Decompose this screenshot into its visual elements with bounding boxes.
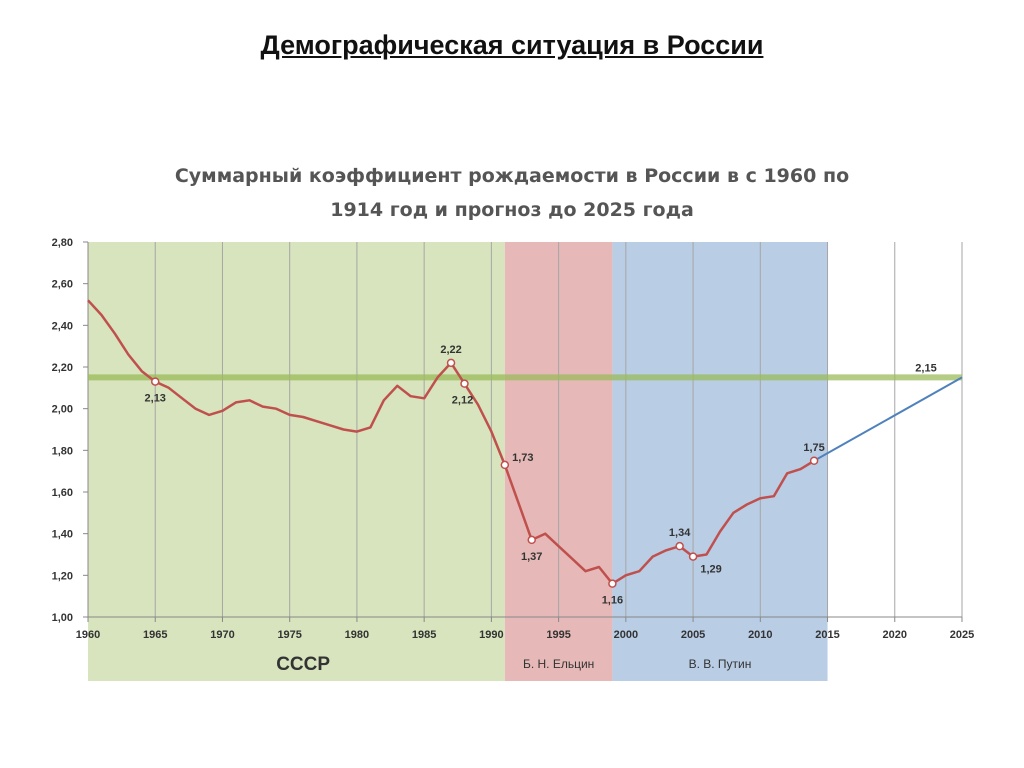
point-marker-6 — [675, 541, 684, 551]
x-tick-label-1: 1965 — [143, 629, 167, 641]
data-label-1: 2,22 — [440, 344, 461, 356]
data-label-3: 1,73 — [512, 452, 533, 464]
x-tick-label-8: 2000 — [614, 629, 638, 641]
point-marker-2 — [460, 379, 469, 388]
slide-title: Демографическая ситуация в России — [260, 30, 764, 60]
chart-title: Суммарный коэффициент рождаемости в Росс… — [175, 165, 849, 221]
data-label-0: 2,13 — [145, 393, 166, 405]
data-label-8: 1,75 — [803, 442, 824, 454]
y-tick-label-7: 2,40 — [52, 320, 73, 332]
point-marker-1 — [446, 358, 456, 368]
data-label-5: 1,16 — [602, 595, 623, 607]
data-label-4: 1,37 — [521, 551, 542, 563]
point-marker-5 — [608, 579, 617, 588]
y-tick-label-2: 1,40 — [52, 529, 73, 541]
era-band-2 — [612, 242, 828, 681]
y-tick-label-4: 1,80 — [52, 445, 73, 457]
data-label-9: 2,15 — [915, 362, 936, 374]
x-tick-label-2: 1970 — [210, 629, 234, 641]
era-band-0 — [88, 242, 505, 681]
era-label-1: Б. Н. Ельцин — [523, 657, 594, 671]
point-marker-4 — [527, 535, 536, 545]
x-tick-label-3: 1975 — [277, 629, 301, 641]
era-label-0: СССР — [276, 654, 330, 675]
chart-title-line-1: Суммарный коэффициент рождаемости в Росс… — [175, 165, 849, 187]
data-label-6: 1,34 — [669, 527, 691, 539]
x-tick-label-5: 1985 — [412, 629, 436, 641]
y-tick-label-1: 1,20 — [52, 570, 73, 582]
chart-title-line-2: 1914 год и прогноз до 2025 года — [330, 199, 694, 221]
era-label-2: В. В. Путин — [689, 657, 752, 671]
y-tick-label-6: 2,20 — [52, 362, 73, 374]
y-tick-label-3: 1,60 — [52, 487, 73, 499]
point-marker-0 — [150, 377, 160, 386]
y-tick-label-9: 2,80 — [52, 237, 73, 249]
point-markers — [150, 358, 819, 588]
y-tick-label-8: 2,60 — [52, 279, 73, 291]
x-tick-label-10: 2010 — [748, 629, 772, 641]
forecast-series-line — [813, 376, 963, 462]
data-label-2: 2,12 — [452, 395, 473, 407]
x-tick-label-13: 2025 — [950, 629, 974, 641]
x-tick-label-11: 2015 — [815, 629, 839, 641]
x-tick-label-4: 1980 — [345, 629, 369, 641]
x-tick-label-12: 2020 — [883, 629, 907, 641]
point-marker-7 — [688, 552, 698, 561]
axes: 1,00 1,20 1,40 1,60 1,80 2,00 2,20 2,40 2,60 2,80… — [52, 237, 975, 641]
point-marker-3 — [500, 460, 510, 470]
data-label-7: 1,29 — [700, 564, 721, 576]
x-tick-label-6: 1990 — [479, 629, 503, 641]
x-tick-label-9: 2005 — [681, 629, 705, 641]
y-tick-label-0: 1,00 — [52, 612, 73, 624]
x-tick-label-7: 1995 — [546, 629, 570, 641]
y-tick-label-5: 2,00 — [52, 404, 73, 416]
x-tick-label-0: 1960 — [76, 629, 100, 641]
era-bands — [88, 242, 828, 681]
data-labels: 2,13 2,22 2,12 1,73 1,37 1,16 1,34 1,29 1,75 2,15 — [145, 344, 937, 607]
point-marker-8 — [809, 456, 819, 465]
era-labels: СССР Б. Н. Ельцин В. В. Путин — [276, 654, 751, 675]
